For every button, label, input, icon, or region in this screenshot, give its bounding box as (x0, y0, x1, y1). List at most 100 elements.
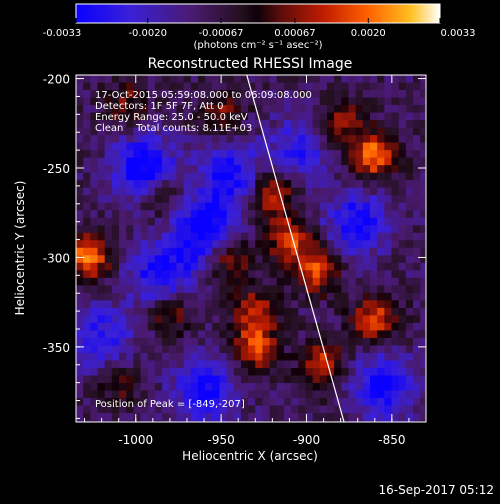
heatmap-cell (147, 112, 156, 121)
heatmap-cell (162, 172, 170, 181)
heatmap-cell (126, 120, 134, 128)
heatmap-cell (283, 187, 292, 196)
heatmap-cell (377, 307, 385, 316)
heatmap-cell (326, 135, 335, 144)
heatmap-cell (219, 157, 227, 166)
heatmap-cell (83, 240, 91, 249)
heatmap-cell (140, 75, 149, 83)
heatmap-cell (126, 352, 134, 361)
heatmap-cell (240, 82, 249, 91)
heatmap-cell (413, 322, 421, 331)
heatmap-cell (97, 172, 106, 181)
heatmap-cell (147, 315, 156, 324)
heatmap-cell (384, 247, 392, 256)
heatmap-cell (233, 270, 242, 279)
heatmap-cell (97, 240, 106, 249)
heatmap-cell (169, 360, 177, 369)
heatmap-cell (176, 405, 184, 414)
heatmap-cell (276, 127, 285, 136)
heatmap-cell (183, 337, 192, 346)
heatmap-cell (269, 225, 278, 234)
heatmap-cell (97, 285, 106, 294)
heatmap-cell (169, 150, 177, 159)
heatmap-cell (377, 292, 385, 301)
heatmap-cell (370, 300, 378, 309)
heatmap-cell (76, 120, 84, 128)
heatmap-cell (83, 157, 91, 166)
heatmap-cell (326, 112, 335, 121)
heatmap-cell (154, 105, 163, 113)
heatmap-cell (305, 413, 314, 421)
colorbar-tick-label: -0.0020 (128, 28, 167, 39)
heatmap-cell (413, 315, 421, 324)
heatmap-cell (205, 142, 213, 151)
heatmap-cell (255, 420, 263, 422)
heatmap-cell (133, 187, 141, 196)
heatmap-cell (355, 322, 364, 331)
heatmap-cell (276, 202, 285, 211)
heatmap-cell (362, 322, 371, 331)
heatmap-cell (413, 413, 421, 421)
heatmap-cell (384, 180, 392, 189)
heatmap-cell (283, 247, 292, 256)
heatmap-cell (169, 255, 177, 264)
heatmap-cell (233, 390, 242, 399)
heatmap-cell (305, 300, 314, 309)
heatmap-cell (262, 150, 271, 159)
y-tick-label: -250 (43, 162, 70, 176)
heatmap-cell (298, 300, 306, 309)
heatmap-cell (119, 345, 127, 354)
heatmap-cell (104, 262, 113, 271)
heatmap-cell (97, 375, 106, 384)
heatmap-cell (240, 232, 249, 241)
heatmap-cell (162, 165, 170, 174)
heatmap-cell (326, 360, 335, 369)
heatmap-cell (154, 112, 163, 121)
heatmap-cell (269, 255, 278, 264)
heatmap-cell (341, 398, 349, 406)
heatmap-cell (334, 270, 342, 279)
heatmap-cell (334, 247, 342, 256)
heatmap-cell (111, 322, 120, 331)
heatmap-cell (391, 315, 400, 324)
heatmap-cell (133, 413, 141, 421)
heatmap-cell (391, 262, 400, 271)
heatmap-cell (362, 420, 371, 422)
heatmap-cell (133, 307, 141, 316)
heatmap-cell (190, 270, 199, 279)
heatmap-cell (197, 180, 206, 189)
heatmap-cell (298, 345, 306, 354)
colorbar-tick-label: 0.0033 (441, 28, 476, 39)
heatmap-cell (319, 383, 328, 391)
heatmap-cell (255, 225, 263, 234)
heatmap-cell (219, 390, 227, 399)
heatmap-cell (319, 375, 328, 384)
heatmap-cell (298, 157, 306, 166)
heatmap-cell (169, 217, 177, 226)
heatmap-cell (405, 82, 414, 91)
heatmap-cell (391, 247, 400, 256)
heatmap-cell (377, 232, 385, 241)
heatmap-cell (305, 135, 314, 144)
heatmap-cell (154, 383, 163, 391)
heatmap-cell (319, 360, 328, 369)
heatmap-cell (405, 322, 414, 331)
heatmap-cell (183, 105, 192, 113)
heatmap-cell (240, 300, 249, 309)
heatmap-cell (97, 367, 106, 376)
heatmap-cell (319, 240, 328, 249)
heatmap-cell (384, 225, 392, 234)
heatmap-cell (262, 420, 271, 422)
heatmap-cell (420, 217, 426, 226)
heatmap-cell (405, 157, 414, 166)
heatmap-cell (76, 420, 84, 422)
heatmap-cell (197, 262, 206, 271)
heatmap-cell (183, 240, 192, 249)
heatmap-cell (377, 112, 385, 121)
heatmap-cell (377, 165, 385, 174)
heatmap-cell (413, 210, 421, 219)
heatmap-cell (154, 360, 163, 369)
heatmap-cell (248, 300, 256, 309)
heatmap-cell (154, 232, 163, 241)
heatmap-cell (111, 292, 120, 301)
